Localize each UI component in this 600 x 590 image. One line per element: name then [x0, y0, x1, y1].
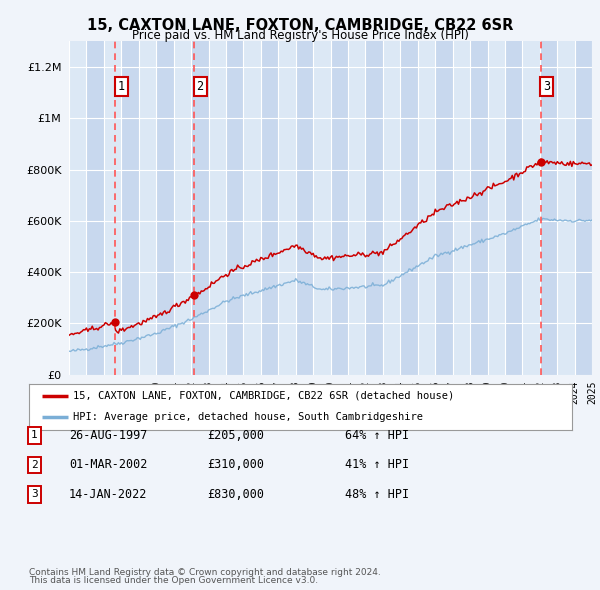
Bar: [348, 41, 365, 375]
Text: This data is licensed under the Open Government Licence v3.0.: This data is licensed under the Open Gov…: [29, 576, 318, 585]
Text: 2: 2: [196, 80, 203, 93]
Bar: [505, 41, 523, 375]
Bar: [331, 41, 348, 375]
Bar: [173, 41, 191, 375]
Bar: [261, 41, 278, 375]
Bar: [523, 41, 540, 375]
Text: 1: 1: [31, 431, 38, 440]
Bar: [69, 41, 86, 375]
Text: 15, CAXTON LANE, FOXTON, CAMBRIDGE, CB22 6SR (detached house): 15, CAXTON LANE, FOXTON, CAMBRIDGE, CB22…: [73, 391, 455, 401]
Bar: [400, 41, 418, 375]
Text: £310,000: £310,000: [207, 458, 264, 471]
Bar: [191, 41, 209, 375]
Text: Contains HM Land Registry data © Crown copyright and database right 2024.: Contains HM Land Registry data © Crown c…: [29, 568, 380, 577]
Text: £830,000: £830,000: [207, 488, 264, 501]
Bar: [470, 41, 488, 375]
Bar: [592, 41, 600, 375]
Text: Price paid vs. HM Land Registry's House Price Index (HPI): Price paid vs. HM Land Registry's House …: [131, 30, 469, 42]
Bar: [104, 41, 121, 375]
Text: 3: 3: [31, 490, 38, 499]
Bar: [488, 41, 505, 375]
Bar: [575, 41, 592, 375]
Text: 01-MAR-2002: 01-MAR-2002: [69, 458, 148, 471]
Bar: [139, 41, 156, 375]
Bar: [383, 41, 400, 375]
Text: 15, CAXTON LANE, FOXTON, CAMBRIDGE, CB22 6SR: 15, CAXTON LANE, FOXTON, CAMBRIDGE, CB22…: [87, 18, 513, 32]
Bar: [365, 41, 383, 375]
Bar: [540, 41, 557, 375]
Text: 41% ↑ HPI: 41% ↑ HPI: [345, 458, 409, 471]
Text: 1: 1: [118, 80, 125, 93]
Bar: [313, 41, 331, 375]
Text: 26-AUG-1997: 26-AUG-1997: [69, 429, 148, 442]
Bar: [435, 41, 452, 375]
Text: 48% ↑ HPI: 48% ↑ HPI: [345, 488, 409, 501]
Bar: [418, 41, 435, 375]
Bar: [278, 41, 296, 375]
Text: HPI: Average price, detached house, South Cambridgeshire: HPI: Average price, detached house, Sout…: [73, 412, 424, 422]
Bar: [156, 41, 173, 375]
Bar: [557, 41, 575, 375]
Text: 2: 2: [31, 460, 38, 470]
Text: 64% ↑ HPI: 64% ↑ HPI: [345, 429, 409, 442]
Text: £205,000: £205,000: [207, 429, 264, 442]
Bar: [226, 41, 244, 375]
Bar: [86, 41, 104, 375]
Bar: [209, 41, 226, 375]
Text: 3: 3: [543, 80, 550, 93]
Bar: [452, 41, 470, 375]
Bar: [244, 41, 261, 375]
Text: 14-JAN-2022: 14-JAN-2022: [69, 488, 148, 501]
Bar: [296, 41, 313, 375]
Bar: [121, 41, 139, 375]
